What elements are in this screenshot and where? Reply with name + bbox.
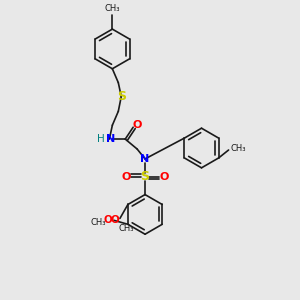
Text: O: O [132,120,142,130]
Text: CH₃: CH₃ [90,218,106,227]
Text: O: O [110,215,119,225]
Text: N: N [140,154,150,164]
Text: H: H [97,134,104,144]
Text: CH₃: CH₃ [118,224,134,233]
Text: S: S [140,170,149,183]
Text: S: S [117,90,126,103]
Text: O: O [159,172,169,182]
Text: O: O [122,172,131,182]
Text: N: N [106,134,115,144]
Text: O: O [103,215,112,225]
Text: CH₃: CH₃ [105,4,120,13]
Text: CH₃: CH₃ [231,143,246,152]
